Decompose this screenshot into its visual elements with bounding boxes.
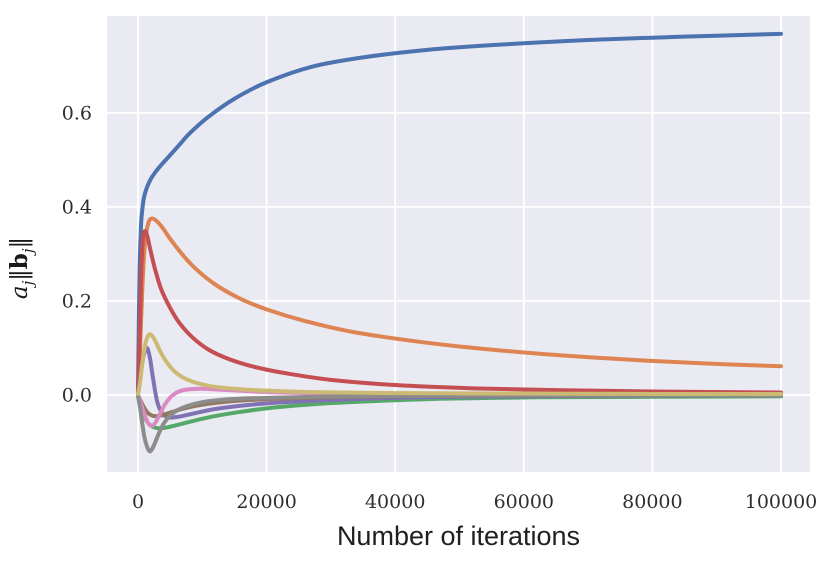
x-tick-label: 100000 [745,491,818,513]
x-tick-labels: 0 20000 40000 60000 80000 100000 [132,491,817,513]
y-axis-label: aj‖bj‖ [6,237,37,299]
x-axis-label: Number of iterations [336,521,581,551]
y-tick-label: 0.6 [62,102,92,124]
x-tick-label: 80000 [622,491,682,513]
series-neuron-1-blue [136,31,783,395]
series-neuron-9-khaki [136,332,783,396]
ylabel-norm-open: ‖ [7,269,33,281]
y-tick-labels: 0.0 0.2 0.4 0.6 [62,102,92,406]
ylabel-sub-b: j [19,248,37,256]
ylabel-var-a: a [7,285,33,299]
y-tick-label: 0.2 [62,290,92,312]
ylabel-sub-a: j [19,280,37,288]
series-neuron-8-gray [136,393,783,454]
y-tick-label: 0.0 [62,384,92,406]
y-tick-label: 0.4 [62,196,92,218]
series-neuron-4-red [136,229,783,396]
x-tick-label: 60000 [494,491,554,513]
ylabel-norm-close: ‖ [7,237,33,249]
ylabel-var-b: b [6,253,33,269]
x-tick-label: 40000 [365,491,425,513]
series-layer [136,31,783,454]
x-tick-label: 20000 [236,491,296,513]
x-tick-label: 0 [132,491,144,513]
